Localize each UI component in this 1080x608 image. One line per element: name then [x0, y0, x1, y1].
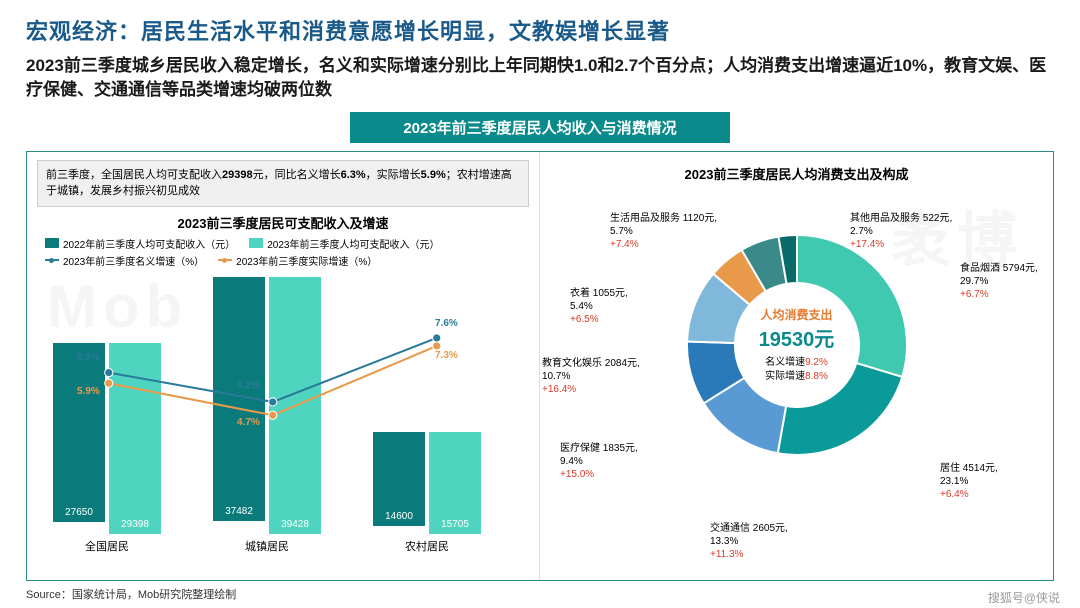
bar-2022: 27650: [53, 343, 105, 523]
note-box: 前三季度，全国居民人均可支配收入29398元，同比名义增长6.3%，实际增长5.…: [37, 160, 529, 207]
section-banner: 2023年前三季度居民人均收入与消费情况: [350, 112, 730, 143]
category-label: 全国居民: [47, 538, 167, 554]
content-frame: Mob 袤博 前三季度，全国居民人均可支配收入29398元，同比名义增长6.3%…: [26, 151, 1054, 581]
bar-2022: 37482: [213, 277, 265, 521]
bar-2023: 29398: [109, 343, 161, 534]
slice-label: 居住 4514元,23.1%+6.4%: [940, 462, 998, 501]
footer-brand: 搜狐号@侠说: [988, 589, 1060, 606]
category-label: 城镇居民: [207, 538, 327, 554]
page-title: 宏观经济：居民生活水平和消费意愿增长明显，文教娱增长显著: [26, 14, 1054, 46]
slice-label: 其他用品及服务 522元,2.7%+17.4%: [850, 212, 952, 251]
slice-label: 交通通信 2605元,13.3%+11.3%: [710, 522, 788, 561]
right-panel: 2023前三季度居民人均消费支出及构成 人均消费支出 19530元 名义增速9.…: [540, 152, 1053, 580]
slice-label: 教育文化娱乐 2084元,10.7%+16.4%: [542, 357, 640, 396]
slice-label: 生活用品及服务 1120元,5.7%+7.4%: [610, 212, 717, 251]
slice-label: 食品烟酒 5794元,29.7%+6.7%: [960, 262, 1038, 301]
source-text: Source：国家统计局，Mob研究院整理绘制: [26, 586, 236, 602]
bar-chart: 2765029398374823942814600157056.3%5.9%5.…: [37, 274, 529, 554]
bar-2022: 14600: [373, 432, 425, 527]
donut-title: 2023前三季度居民人均消费支出及构成: [550, 164, 1043, 183]
page-subtitle: 2023前三季度城乡居民收入稳定增长，名义和实际增速分别比上年同期快1.0和2.…: [26, 54, 1054, 102]
bar-2023: 39428: [269, 277, 321, 533]
slice-label: 医疗保健 1835元,9.4%+15.0%: [560, 442, 638, 481]
left-panel: 前三季度，全国居民人均可支配收入29398元，同比名义增长6.3%，实际增长5.…: [27, 152, 540, 580]
bar-legend: 2022年前三季度人均可支配收入（元） 2023年前三季度人均可支配收入（元） …: [37, 236, 529, 268]
category-label: 农村居民: [367, 538, 487, 554]
donut-center: 人均消费支出 19530元 名义增速9.2%实际增速8.8%: [722, 306, 872, 384]
bar-2023: 15705: [429, 432, 481, 534]
slice-label: 衣着 1055元,5.4%+6.5%: [570, 287, 628, 326]
bar-chart-title: 2023前三季度居民可支配收入及增速: [37, 213, 529, 232]
